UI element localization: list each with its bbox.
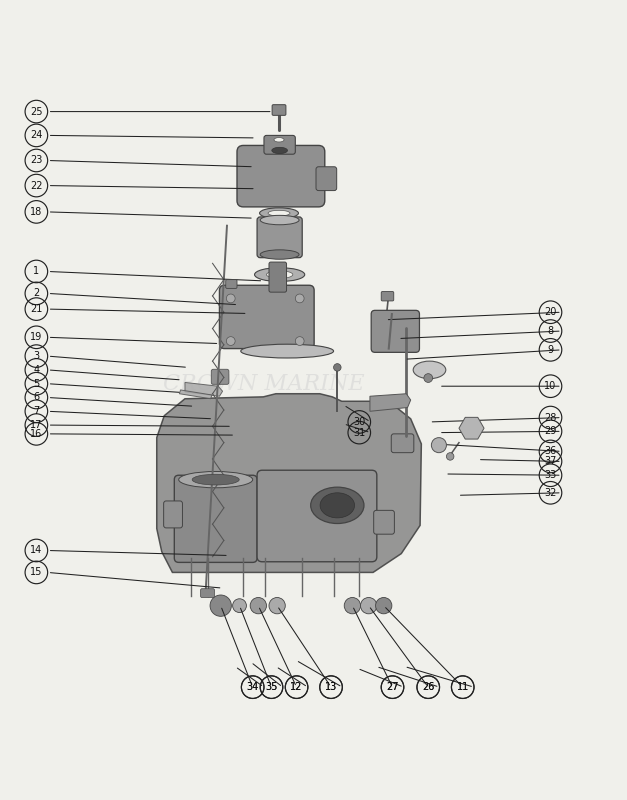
FancyBboxPatch shape (272, 105, 286, 115)
Ellipse shape (260, 250, 299, 259)
Text: CROWN MARINE: CROWN MARINE (162, 374, 364, 395)
Text: 32: 32 (544, 488, 557, 498)
Circle shape (424, 374, 433, 382)
FancyBboxPatch shape (174, 475, 257, 562)
Text: 2: 2 (33, 289, 40, 298)
Text: 19: 19 (30, 332, 43, 342)
FancyBboxPatch shape (211, 370, 229, 384)
Text: 23: 23 (30, 155, 43, 166)
Text: 15: 15 (30, 567, 43, 578)
Circle shape (250, 598, 266, 614)
Text: 18: 18 (30, 207, 43, 217)
FancyBboxPatch shape (216, 491, 274, 548)
Text: 22: 22 (30, 181, 43, 190)
FancyBboxPatch shape (381, 291, 394, 301)
Text: 20: 20 (544, 307, 557, 318)
Ellipse shape (274, 138, 284, 142)
Text: 26: 26 (422, 682, 435, 692)
FancyBboxPatch shape (237, 146, 325, 207)
FancyBboxPatch shape (257, 217, 302, 258)
Circle shape (376, 598, 392, 614)
Text: 9: 9 (547, 345, 554, 355)
Circle shape (210, 595, 231, 616)
Text: 28: 28 (544, 413, 557, 422)
Text: 13: 13 (325, 682, 337, 692)
Circle shape (269, 598, 285, 614)
Text: 5: 5 (33, 378, 40, 389)
FancyBboxPatch shape (391, 434, 414, 453)
Ellipse shape (241, 344, 334, 358)
Text: 34: 34 (246, 682, 259, 692)
FancyBboxPatch shape (371, 310, 419, 352)
Circle shape (226, 337, 235, 346)
Ellipse shape (192, 474, 239, 485)
Text: 26: 26 (422, 682, 435, 692)
Circle shape (361, 598, 377, 614)
Text: 12: 12 (290, 682, 303, 692)
Text: 4: 4 (33, 365, 40, 375)
Polygon shape (459, 418, 484, 439)
Polygon shape (157, 394, 421, 573)
Ellipse shape (413, 361, 446, 378)
Text: 11: 11 (456, 682, 469, 692)
FancyBboxPatch shape (226, 280, 237, 288)
Text: 33: 33 (544, 470, 557, 480)
FancyBboxPatch shape (257, 470, 377, 562)
Text: 13: 13 (325, 682, 337, 692)
Circle shape (431, 438, 446, 453)
Circle shape (344, 598, 361, 614)
Text: 31: 31 (353, 428, 366, 438)
Circle shape (295, 294, 304, 303)
Text: 25: 25 (30, 106, 43, 117)
Text: 3: 3 (33, 351, 40, 361)
Circle shape (334, 364, 341, 371)
Text: 34: 34 (246, 682, 259, 692)
Text: 11: 11 (456, 682, 469, 692)
FancyBboxPatch shape (264, 135, 295, 154)
Text: 1: 1 (33, 266, 40, 277)
Text: 7: 7 (33, 406, 40, 416)
FancyBboxPatch shape (269, 262, 287, 292)
Text: 6: 6 (33, 393, 40, 402)
Ellipse shape (271, 147, 287, 154)
FancyBboxPatch shape (201, 589, 214, 598)
Ellipse shape (266, 271, 293, 278)
Text: 36: 36 (544, 446, 557, 457)
Ellipse shape (320, 493, 355, 518)
Text: 27: 27 (386, 682, 399, 692)
Polygon shape (179, 390, 212, 398)
Text: 21: 21 (30, 304, 43, 314)
Ellipse shape (268, 210, 290, 216)
Circle shape (446, 453, 454, 460)
Text: 17: 17 (30, 420, 43, 430)
Text: 8: 8 (547, 326, 554, 336)
Text: 35: 35 (265, 682, 278, 692)
Circle shape (233, 598, 246, 613)
Text: 27: 27 (386, 682, 399, 692)
Text: 37: 37 (544, 457, 557, 466)
Text: 12: 12 (290, 682, 303, 692)
Ellipse shape (255, 268, 305, 282)
Text: 24: 24 (30, 130, 43, 141)
Text: 35: 35 (265, 682, 278, 692)
Text: 10: 10 (544, 382, 557, 391)
Polygon shape (185, 382, 223, 396)
Text: 14: 14 (30, 546, 43, 555)
FancyBboxPatch shape (164, 501, 182, 528)
Ellipse shape (268, 136, 290, 144)
FancyBboxPatch shape (374, 510, 394, 534)
Text: 30: 30 (353, 417, 366, 427)
Ellipse shape (260, 208, 298, 218)
Text: 16: 16 (30, 429, 43, 439)
Ellipse shape (179, 471, 253, 488)
Circle shape (226, 294, 235, 303)
FancyBboxPatch shape (316, 166, 337, 190)
Text: 29: 29 (544, 426, 557, 436)
FancyBboxPatch shape (219, 286, 314, 349)
Circle shape (295, 337, 304, 346)
Ellipse shape (260, 215, 299, 225)
Ellipse shape (311, 487, 364, 523)
Polygon shape (370, 394, 411, 411)
